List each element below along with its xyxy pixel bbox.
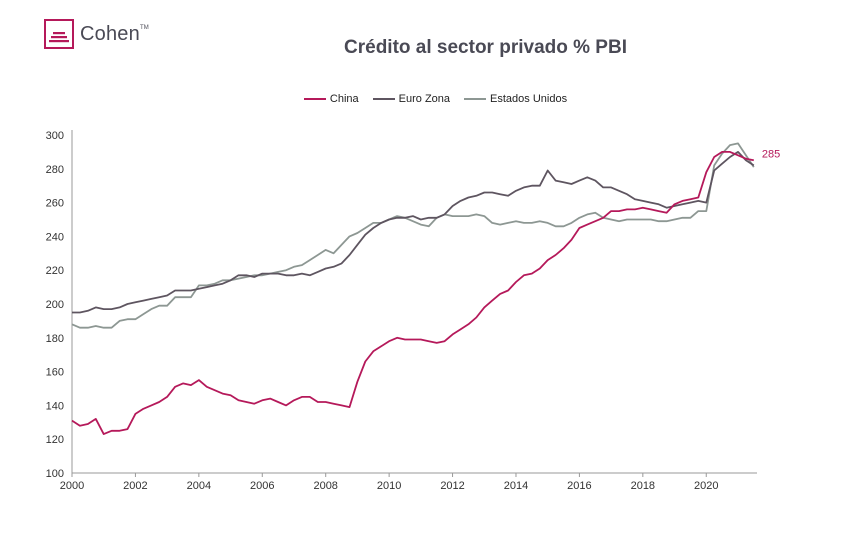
x-tick-label: 2008: [313, 480, 337, 492]
series-line-euro-zona: [72, 151, 755, 314]
y-tick-label: 280: [46, 164, 64, 176]
legend-label-euro-zona: Euro Zona: [398, 93, 451, 105]
x-tick-label: 2010: [377, 480, 401, 492]
x-tick-label: 2002: [123, 480, 147, 492]
x-tick-label: 2000: [60, 480, 84, 492]
x-tick-label: 2004: [187, 480, 211, 492]
chart-axes: 100 120 140 160 180 200 220 240 260 280 300 2000 200…: [46, 130, 757, 492]
y-tick-label: 120: [46, 434, 64, 446]
chart-title: Crédito al sector privado % PBI: [344, 37, 627, 58]
series-line-china: [71, 151, 754, 435]
x-tick-label: 2016: [567, 480, 591, 492]
legend-swatch-china: [303, 98, 326, 100]
chart-annotations: 285: [762, 148, 780, 160]
y-tick-label: 140: [46, 400, 64, 412]
x-tick-label: 2014: [504, 480, 528, 492]
legend-swatch-estados-unidos: [464, 98, 487, 100]
brand-name: CohenTM: [80, 22, 150, 45]
x-tick-label: 2006: [250, 480, 274, 492]
legend-item-euro-zona: Euro Zona: [372, 93, 451, 105]
y-tick-label: 240: [46, 231, 64, 243]
y-tick-label: 160: [46, 367, 64, 379]
legend-label-china: China: [329, 93, 359, 105]
legend-swatch-euro-zona: [372, 98, 395, 100]
y-tick-label: 220: [46, 265, 64, 277]
y-tick-label: 180: [46, 333, 64, 345]
y-tick-label: 300: [46, 130, 64, 142]
chart-series-lines: [71, 142, 755, 435]
y-tick-label: 100: [46, 468, 64, 480]
brand-logo: CohenTM: [44, 19, 149, 49]
cohen-logo-icon: [44, 19, 74, 49]
x-tick-label: 2020: [694, 480, 718, 492]
legend-item-estados-unidos: Estados Unidos: [464, 93, 567, 105]
china-end-value-label: 285: [762, 148, 780, 160]
legend-item-china: China: [303, 93, 359, 105]
series-line-estados-unidos: [71, 142, 755, 329]
legend-label-estados-unidos: Estados Unidos: [490, 93, 568, 105]
y-tick-label: 260: [46, 198, 64, 210]
y-tick-label: 200: [46, 299, 64, 311]
x-tick-label: 2012: [440, 480, 464, 492]
x-tick-label: 2018: [631, 480, 655, 492]
chart-legend: China Euro Zona Estados Unidos: [0, 93, 851, 105]
